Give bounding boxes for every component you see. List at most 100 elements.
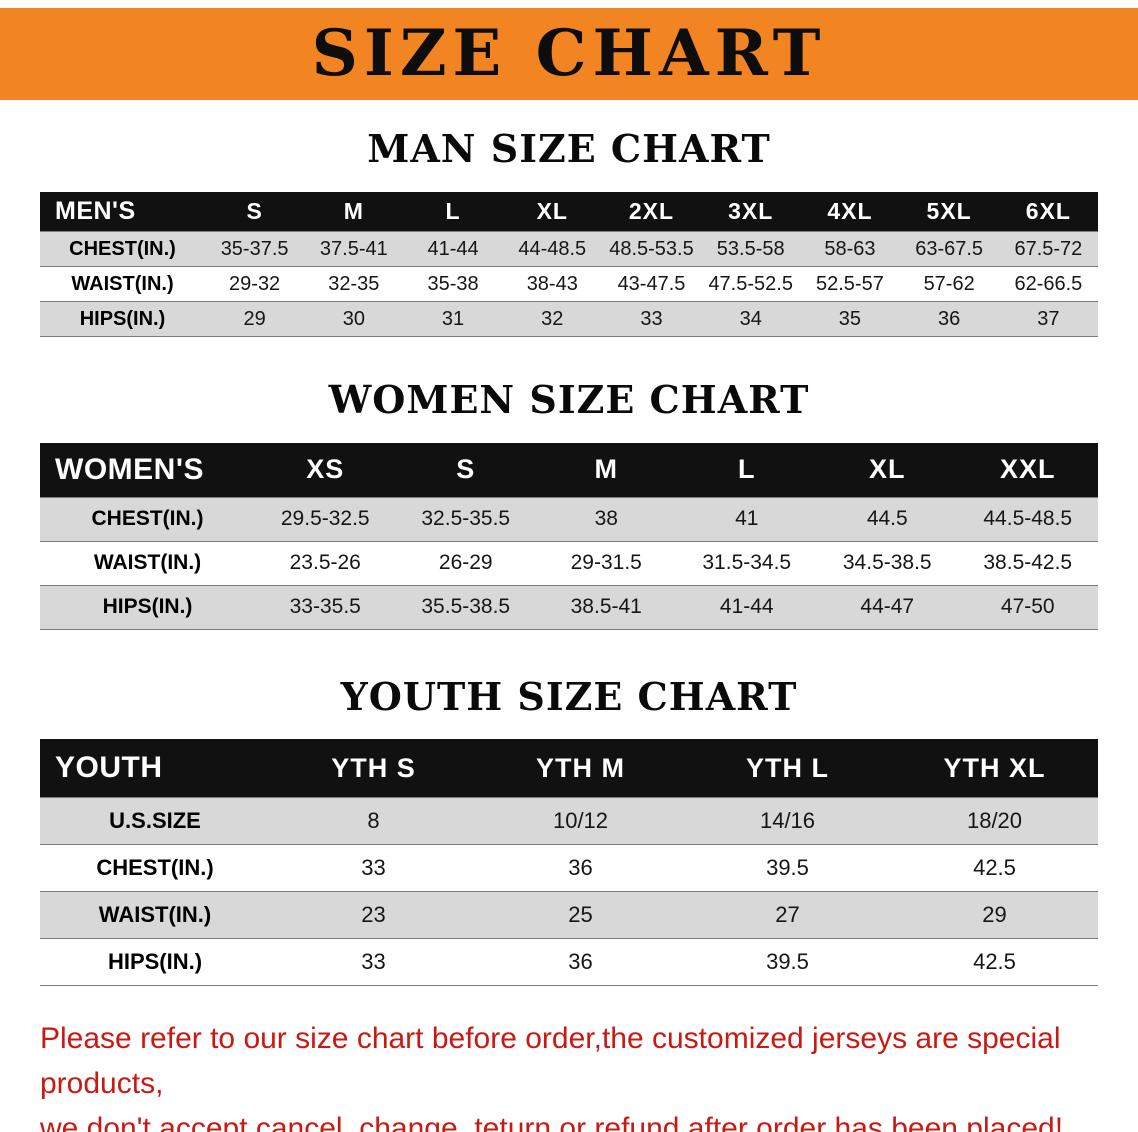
men-size-table: MEN'S S M L XL 2XL 3XL 4XL 5XL 6XL CHEST(IN.) 35-37… [40,191,1098,338]
size-column-header: 6XL [998,191,1098,232]
size-value-cell: 35-38 [427,272,479,295]
size-value-cell: 31 [441,307,465,330]
size-value-cell: 35-37.5 [220,237,289,260]
youth-section-heading: YOUTH SIZE CHART [340,673,798,719]
size-value-cell: 36 [568,948,593,974]
size-column-header: YTH M [477,739,684,798]
size-value-cell: 33 [361,854,386,880]
size-column-header: 4XL [800,191,900,232]
size-value-cell: 42.5 [973,854,1016,880]
table-corner-label: YOUTH [40,739,270,798]
size-value-cell: 52.5-57 [816,272,884,295]
size-value-cell: 41 [735,507,759,531]
table-row: U.S.SIZE 8 10/12 14/16 18/20 [40,797,1098,845]
size-value-cell: 32.5-35.5 [421,507,511,531]
size-value-cell: 32-35 [328,272,380,295]
size-value-cell: 29.5-32.5 [280,507,370,531]
size-value-cell: 25 [568,901,593,927]
row-label: U.S.SIZE [109,807,201,833]
size-value-cell: 29-32 [229,272,281,295]
size-column-header: L [403,191,503,232]
size-value-cell: 32 [541,307,564,330]
size-value-cell: 33-35.5 [289,595,361,619]
table-row: CHEST(IN.) 35-37.5 37.5-41 41-44 44-48.5 48.5… [40,231,1098,267]
size-value-cell: 33 [361,948,386,974]
disclaimer-line-1: Please refer to our size chart before or… [40,1021,1061,1100]
row-label: HIPS(IN.) [102,595,193,619]
size-value-cell: 38-43 [526,272,578,295]
size-value-cell: 31.5-34.5 [702,551,792,575]
size-value-cell: 30 [342,307,365,330]
size-column-header: YTH XL [891,739,1098,798]
size-value-cell: 36 [568,854,593,880]
size-column-header: S [395,443,536,498]
row-label: CHEST(IN.) [91,507,204,531]
size-value-cell: 44-48.5 [518,237,587,260]
size-column-header: L [676,443,817,498]
size-value-cell: 41-44 [427,237,479,260]
size-value-cell: 29 [982,901,1007,927]
size-value-cell: 38 [594,507,618,531]
size-value-cell: 47.5-52.5 [708,272,793,295]
size-value-cell: 48.5-53.5 [609,237,694,260]
size-value-cell: 53.5-58 [716,237,785,260]
size-value-cell: 44.5-48.5 [983,507,1073,531]
size-value-cell: 23 [361,901,386,927]
size-column-header: XXL [957,443,1098,498]
size-value-cell: 23.5-26 [289,551,361,575]
men-size-section: MAN SIZE CHART MEN'S S M L XL 2XL 3XL 4XL 5XL 6XL… [0,128,1138,337]
size-column-header: 3XL [701,191,801,232]
table-row: WAIST(IN.) 23 25 27 29 [40,891,1098,939]
size-value-cell: 36 [938,307,961,330]
row-label: WAIST(IN.) [71,272,174,295]
table-row: HIPS(IN.) 29 30 31 32 33 34 35 36 37 [40,301,1098,337]
size-column-header: XS [255,443,396,498]
size-value-cell: 44-47 [860,595,915,619]
size-value-cell: 29 [243,307,266,330]
size-column-header: YTH L [684,739,891,798]
size-value-cell: 18/20 [966,807,1023,833]
size-value-cell: 42.5 [973,948,1016,974]
disclaimer: Please refer to our size chart before or… [40,1016,1098,1132]
youth-size-section: YOUTH SIZE CHART YOUTH YTH S YTH M YTH L YTH… [0,673,1138,986]
row-label: HIPS(IN.) [79,307,166,330]
size-value-cell: 37.5-41 [319,237,388,260]
size-column-header: YTH S [270,739,477,798]
size-value-cell: 35.5-38.5 [421,595,511,619]
size-value-cell: 14/16 [759,807,816,833]
table-header-row: MEN'S S M L XL 2XL 3XL 4XL 5XL 6XL [40,191,1098,232]
size-column-header: M [304,191,404,232]
size-value-cell: 27 [775,901,800,927]
women-size-section: WOMEN SIZE CHART WOMEN'S XS S M L XL XXL CHEST(… [0,377,1138,630]
size-value-cell: 34 [739,307,762,330]
table-header-row: WOMEN'S XS S M L XL XXL [40,443,1098,498]
size-value-cell: 33 [640,307,663,330]
table-header-row: YOUTH YTH S YTH M YTH L YTH XL [40,739,1098,798]
women-size-table: WOMEN'S XS S M L XL XXL CHEST(IN.) 29.5-32.5 32.5… [40,443,1098,630]
row-label: CHEST(IN.) [69,237,176,260]
disclaimer-line-2: we don't accept cancel, change, teturn o… [40,1111,1064,1132]
table-row: WAIST(IN.) 29-32 32-35 35-38 38-43 43-47.5 47.… [40,266,1098,302]
table-row: HIPS(IN.) 33 36 39.5 42.5 [40,938,1098,986]
size-column-header: 2XL [601,191,702,232]
row-label: HIPS(IN.) [107,948,203,974]
size-column-header: XL [502,191,602,232]
table-row: HIPS(IN.) 33-35.5 35.5-38.5 38.5-41 41-44 44-… [40,585,1098,630]
row-label: WAIST(IN.) [98,901,212,927]
size-value-cell: 26-29 [438,551,493,575]
page-title: SIZE CHART [311,16,827,91]
size-value-cell: 43-47.5 [617,272,686,295]
size-value-cell: 8 [367,807,380,833]
banner: SIZE CHART [0,8,1138,100]
women-section-heading: WOMEN SIZE CHART [328,377,810,423]
size-value-cell: 63-67.5 [915,237,984,260]
size-value-cell: 62-66.5 [1014,272,1083,295]
size-value-cell: 35 [838,307,862,330]
size-value-cell: 38.5-42.5 [983,551,1073,575]
size-value-cell: 39.5 [766,948,809,974]
row-label: WAIST(IN.) [93,551,202,575]
table-row: WAIST(IN.) 23.5-26 26-29 29-31.5 31.5-34.5 34… [40,541,1098,586]
size-column-header: XL [817,443,958,498]
size-value-cell: 44.5 [866,507,908,531]
